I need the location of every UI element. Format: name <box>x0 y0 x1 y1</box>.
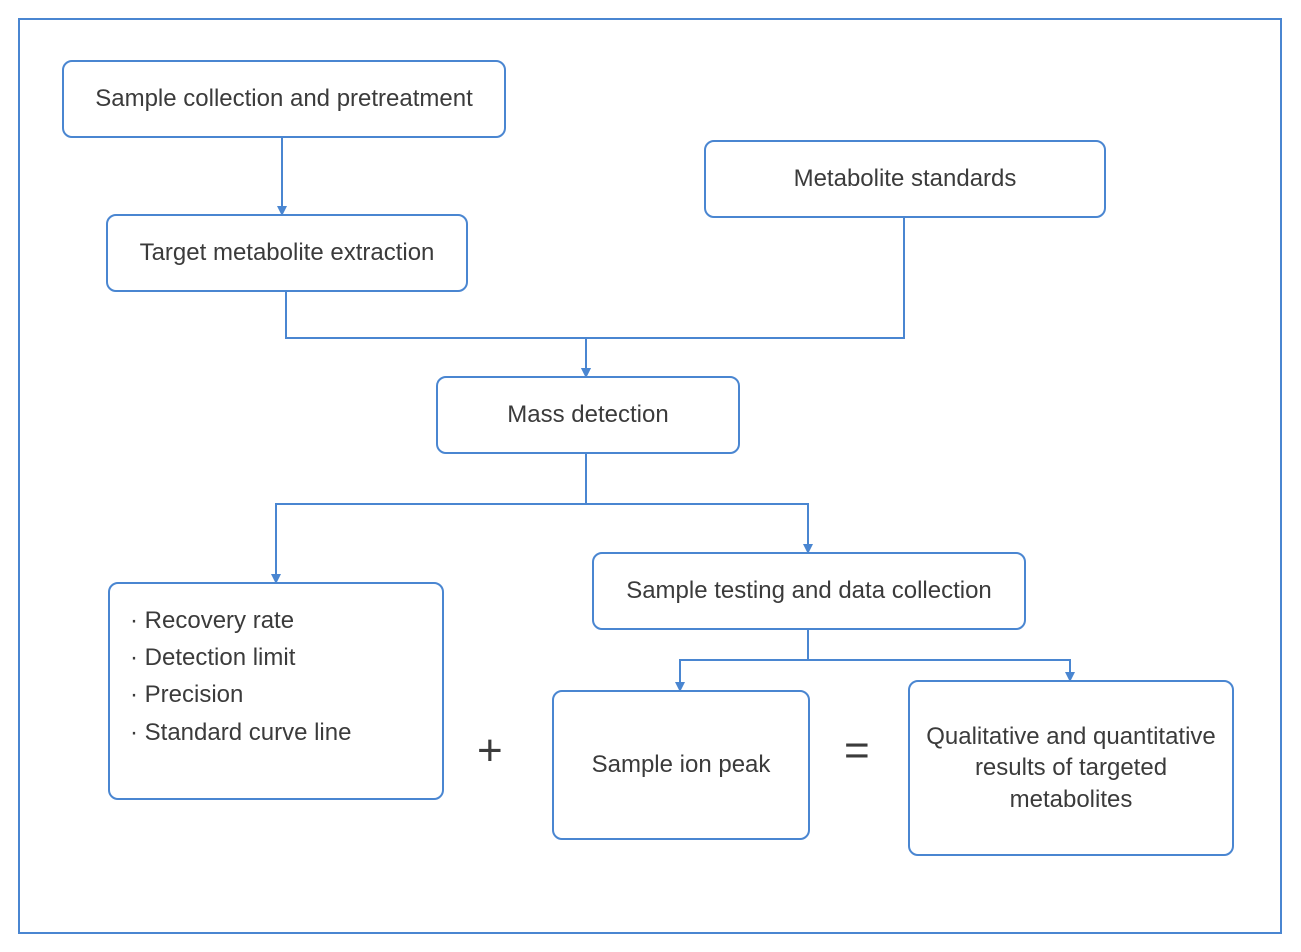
node-label: Mass detection <box>507 399 668 430</box>
operator-symbol: = <box>844 726 870 775</box>
node-results: Qualitative and quantitative results of … <box>908 680 1234 856</box>
node-metabolite-standards: Metabolite standards <box>704 140 1106 218</box>
node-label: Metabolite standards <box>794 163 1017 194</box>
operator-equals: = <box>844 726 870 776</box>
node-label: Sample ion peak <box>592 749 771 780</box>
flowchart-canvas: Sample collection and pretreatment Targe… <box>0 0 1301 952</box>
node-label: Sample collection and pretreatment <box>95 83 473 114</box>
qc-metrics-item: · Standard curve line <box>130 714 351 751</box>
node-label: Qualitative and quantitative results of … <box>924 721 1218 815</box>
node-label: Sample testing and data collection <box>626 575 992 606</box>
node-target-metabolite: Target metabolite extraction <box>106 214 468 292</box>
operator-plus: + <box>477 726 503 776</box>
node-qc-metrics: · Recovery rate · Detection limit · Prec… <box>108 582 444 800</box>
operator-symbol: + <box>477 726 503 775</box>
node-sample-ion-peak: Sample ion peak <box>552 690 810 840</box>
qc-metrics-item: · Precision <box>130 676 351 713</box>
node-sample-collection: Sample collection and pretreatment <box>62 60 506 138</box>
node-label: Target metabolite extraction <box>140 237 435 268</box>
qc-metrics-item: · Recovery rate <box>130 602 351 639</box>
qc-metrics-list: · Recovery rate · Detection limit · Prec… <box>130 602 351 751</box>
qc-metrics-item: · Detection limit <box>130 639 351 676</box>
node-mass-detection: Mass detection <box>436 376 740 454</box>
node-sample-testing: Sample testing and data collection <box>592 552 1026 630</box>
